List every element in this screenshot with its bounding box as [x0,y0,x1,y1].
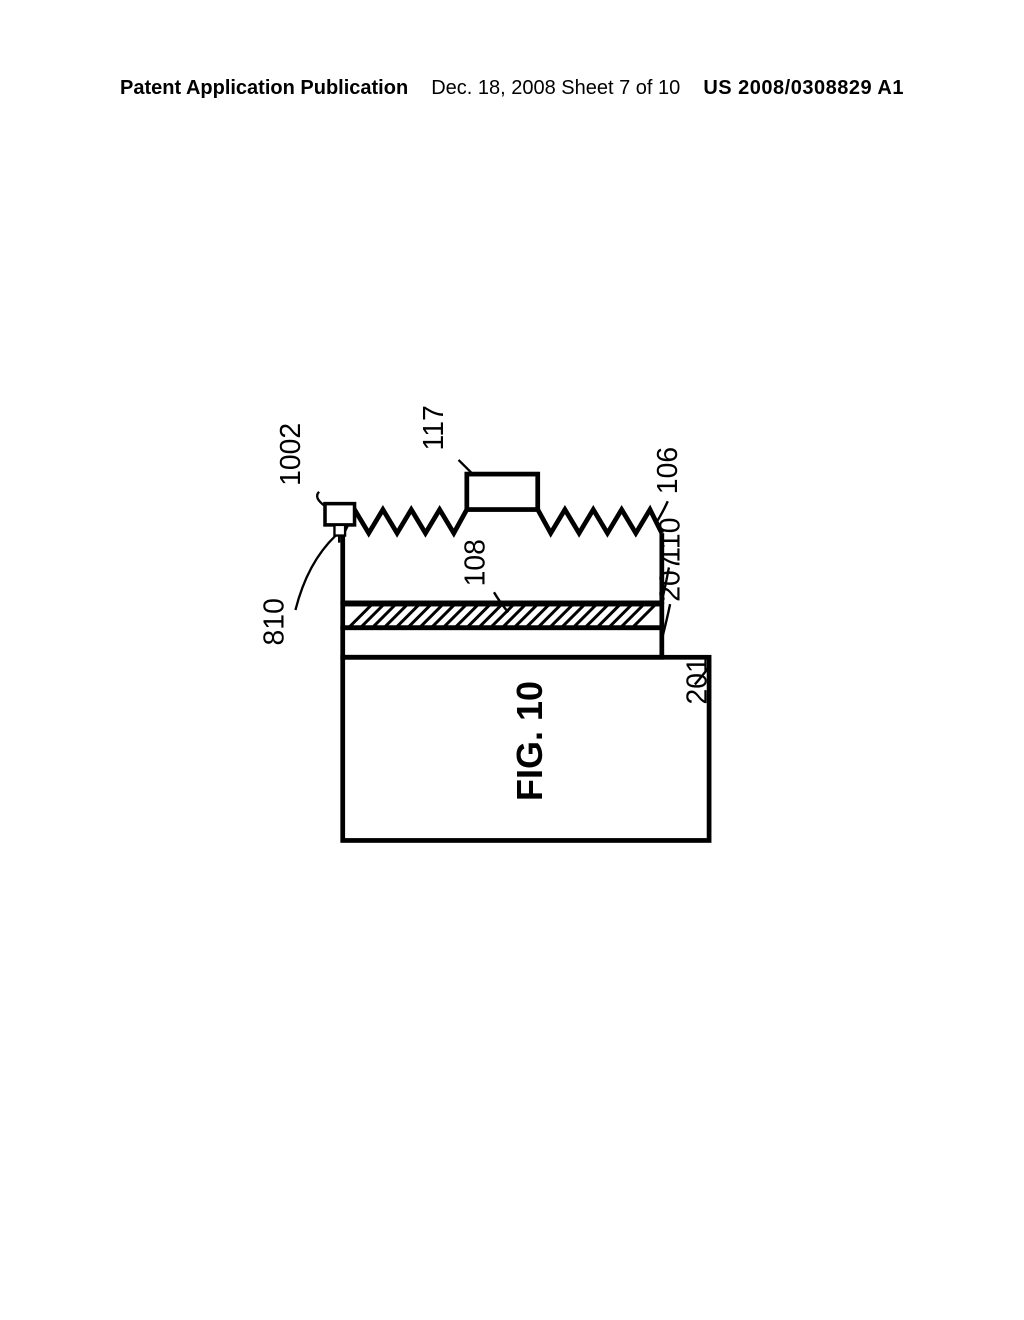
label-108: 108 [460,539,492,586]
layer-207 [343,628,662,658]
layer-106 [343,510,662,605]
label-207: 207 [655,554,687,601]
element-810 [334,525,345,536]
page-header: Patent Application Publication Dec. 18, … [0,77,1024,100]
label-810: 810 [260,598,291,645]
block-1002 [325,504,355,525]
leadline-1002 [317,492,325,506]
header-publication: Patent Application Publication [120,77,408,100]
label-117: 117 [418,405,450,450]
label-1002: 1002 [275,423,307,486]
header-patent-number: US 2008/0308829 A1 [703,77,904,100]
leadline-810 [295,536,335,610]
figure-number: FIG. 10 [509,681,551,801]
label-106: 106 [652,447,684,494]
block-117 [467,474,538,509]
label-201: 201 [682,657,714,704]
hatching-108 [349,604,656,628]
header-date-sheet: Dec. 18, 2008 Sheet 7 of 10 [431,77,680,100]
